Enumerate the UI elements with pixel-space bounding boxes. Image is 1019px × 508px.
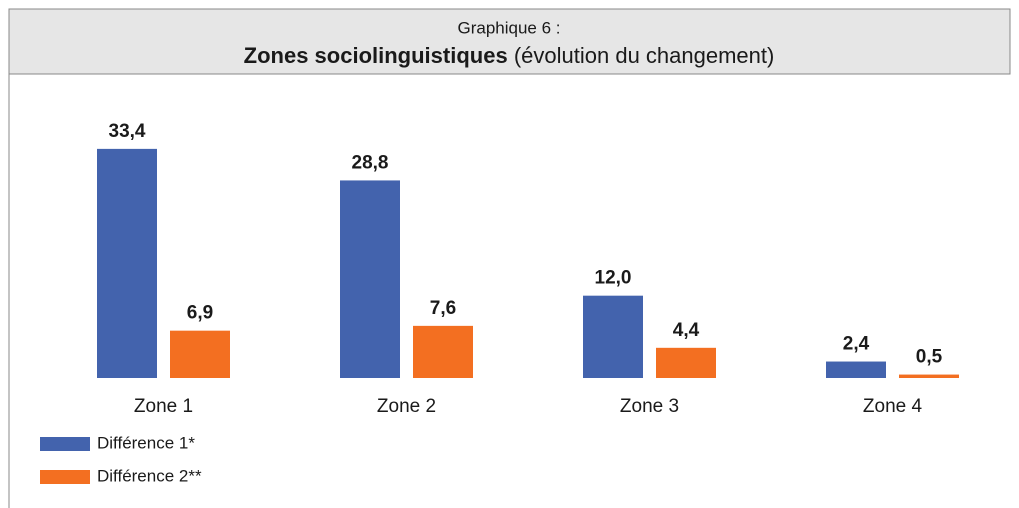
- bar: [340, 180, 400, 378]
- x-tick-label: Zone 3: [620, 396, 679, 417]
- value-label: 12,0: [595, 268, 632, 289]
- legend-label: Différence 2**: [97, 466, 202, 485]
- x-tick-label: Zone 2: [377, 396, 436, 417]
- chart-subtitle: Zones sociolinguistiques (évolution du c…: [244, 43, 775, 68]
- value-label: 2,4: [843, 334, 870, 355]
- bar: [413, 325, 473, 378]
- x-tick-label: Zone 4: [863, 396, 923, 417]
- subtitle-main: Zones sociolinguistiques: [244, 43, 508, 68]
- bar: [826, 361, 886, 378]
- bar: [899, 374, 959, 378]
- bar: [583, 295, 643, 378]
- value-label: 7,6: [430, 298, 456, 319]
- bar: [656, 347, 716, 378]
- value-label: 4,4: [673, 320, 700, 341]
- bar: [170, 330, 230, 378]
- legend-label: Différence 1*: [97, 433, 195, 452]
- legend-swatch: [40, 470, 90, 484]
- value-label: 28,8: [352, 152, 389, 173]
- x-tick-label: Zone 1: [134, 396, 193, 417]
- value-label: 6,9: [187, 303, 213, 324]
- bar: [97, 148, 157, 378]
- header: [8, 8, 1011, 75]
- value-label: 0,5: [916, 347, 943, 368]
- value-label: 33,4: [109, 121, 146, 142]
- legend-swatch: [40, 437, 90, 451]
- subtitle-note: (évolution du changement): [514, 43, 775, 68]
- chart-title: Graphique 6 :: [457, 18, 560, 37]
